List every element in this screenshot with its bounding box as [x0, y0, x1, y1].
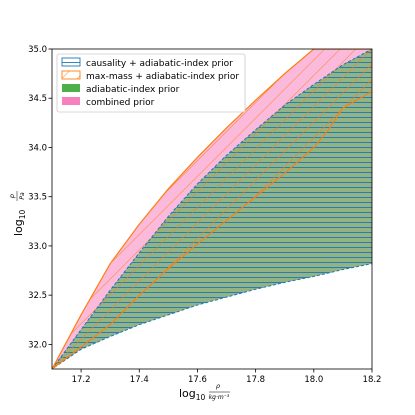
legend: causality + adiabatic-index prior max-ma…: [56, 53, 246, 113]
legend-swatch-combined: [62, 97, 80, 105]
y-axis-label: log10: [12, 209, 27, 236]
legend-item-maxmass: max-mass + adiabatic-index prior: [61, 70, 239, 82]
x-tick-label: 18.2: [363, 375, 382, 385]
plot-area: [52, 49, 372, 369]
legend-frame: [56, 53, 246, 113]
x-axis-ticks: 17.2 17.4 17.6 17.8 18.0 18.2: [72, 369, 382, 385]
y-tick-label: 32.5: [28, 291, 47, 301]
y-axis-label-frac-num: p: [8, 194, 16, 199]
x-axis-label-frac-num: ρ: [216, 382, 221, 390]
legend-item-combined: combined prior: [62, 97, 155, 108]
y-tick-label: 32.0: [28, 340, 47, 350]
y-tick-label: 33.0: [28, 242, 47, 252]
legend-swatch-adiabatic: [62, 84, 80, 92]
legend-swatch-maxmass: [61, 70, 81, 80]
legend-item-causality: causality + adiabatic-index prior: [61, 57, 233, 69]
y-tick-label: 33.5: [28, 193, 47, 203]
y-tick-label: 35.0: [28, 45, 47, 55]
x-axis-label: log10: [179, 387, 206, 402]
x-tick-label: 17.2: [72, 375, 91, 385]
legend-item-adiabatic: adiabatic-index prior: [62, 84, 180, 95]
x-tick-label: 17.8: [246, 375, 265, 385]
plot-frame: [51, 48, 373, 370]
x-tick-label: 17.4: [130, 375, 149, 385]
legend-label-maxmass: max-mass + adiabatic-index prior: [86, 72, 239, 82]
causality-prior-boundary: [52, 49, 372, 369]
x-tick-label: 18.0: [304, 375, 323, 385]
y-tick-label: 34.0: [28, 143, 47, 153]
y-axis-ticks: 32.0 32.5 33.0 33.5 34.0 34.5 35.0: [28, 45, 52, 350]
y-axis-label-frac-den: Pa: [19, 192, 26, 200]
y-axis-label-group: log10 p Pa: [8, 191, 27, 236]
max-mass-prior-hatch: [52, 49, 372, 369]
legend-swatch-causality: [61, 57, 81, 67]
legend-label-adiabatic: adiabatic-index prior: [86, 85, 180, 95]
legend-label-combined: combined prior: [86, 98, 155, 108]
max-mass-prior-boundary: [52, 49, 372, 369]
legend-label-causality: causality + adiabatic-index prior: [86, 59, 233, 69]
x-tick-label: 17.6: [188, 375, 207, 385]
x-axis-label-frac-den: kg·m⁻³: [209, 394, 230, 401]
y-tick-label: 34.5: [28, 94, 47, 104]
